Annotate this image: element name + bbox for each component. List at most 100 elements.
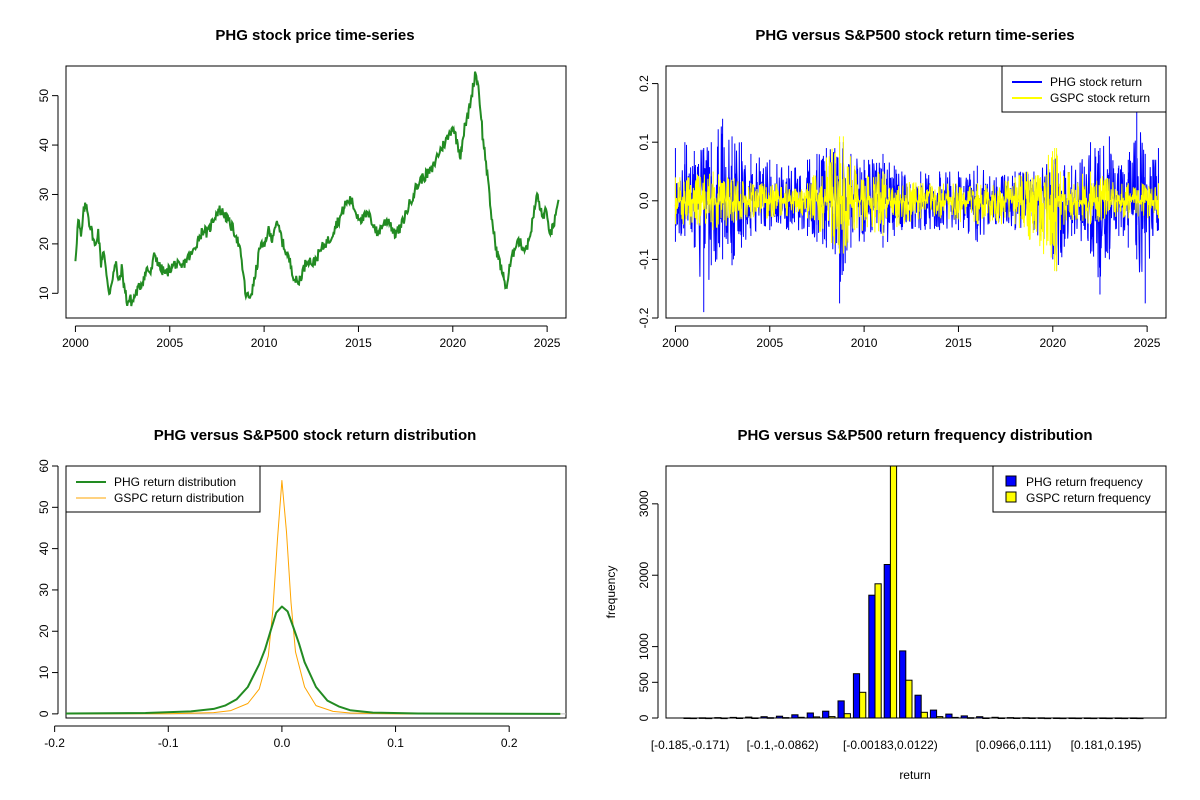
- phg-frequency-bar: [976, 716, 984, 719]
- histogram-legend-phg-swatch: [1005, 475, 1017, 487]
- y-tick-label: 0.0: [637, 192, 651, 209]
- x-tick-label: 2025: [534, 336, 561, 350]
- histogram-legend-phg-label: PHG return frequency: [1026, 475, 1143, 489]
- y-tick-label: 0.1: [637, 134, 651, 151]
- x-tick-label: 2025: [1134, 336, 1161, 350]
- density-legend-gspc-label: GSPC return distribution: [114, 491, 244, 505]
- x-tick-label: 2020: [1039, 336, 1066, 350]
- density-plot-frame: [65, 465, 567, 719]
- y-tick-label: 30: [37, 583, 51, 597]
- histogram-chart-title: PHG versus S&P500 return frequency distr…: [737, 427, 1092, 444]
- x-tick-label: 0.1: [387, 736, 404, 750]
- x-tick-label: -0.2: [44, 736, 65, 750]
- price-y-axis: 10 20 30 40 50: [37, 89, 59, 300]
- x-tick-label: 2000: [62, 336, 89, 350]
- y-tick-label: 10: [37, 286, 51, 300]
- gspc-frequency-bar: [705, 717, 713, 720]
- gspc-frequency-bar: [766, 717, 774, 719]
- histogram-bin-label: [0.0966,0.111): [976, 738, 1052, 752]
- histogram-bars: [683, 465, 1144, 720]
- returns-x-axis: 2000 2005 2010 2015 2020 2025: [662, 325, 1161, 350]
- phg-frequency-bar: [945, 713, 953, 719]
- histogram-legend-gspc-swatch: [1005, 491, 1017, 503]
- price-series: [74, 71, 560, 307]
- histogram-chart: PHG versus S&P500 return frequency distr…: [604, 427, 1167, 782]
- histogram-x-axis: [-0.185,-0.171) [-0.1,-0.0862) [-0.00183,0…: [651, 738, 1142, 752]
- gspc-frequency-bar: [859, 691, 867, 719]
- y-tick-label: 20: [37, 624, 51, 638]
- y-tick-label: 0: [37, 710, 51, 717]
- y-tick-label: 2000: [637, 562, 651, 589]
- gspc-frequency-bar: [1090, 717, 1098, 720]
- phg-frequency-bar: [760, 716, 768, 719]
- gspc-frequency-bar: [843, 713, 851, 719]
- x-tick-label: 2010: [251, 336, 278, 350]
- phg-frequency-bar: [806, 712, 814, 719]
- x-tick-label: -0.1: [158, 736, 179, 750]
- gspc-frequency-bar: [874, 583, 882, 719]
- phg-frequency-bar: [883, 564, 891, 719]
- y-tick-label: 40: [37, 542, 51, 556]
- density-legend-box: [65, 465, 261, 513]
- x-tick-label: 2020: [439, 336, 466, 350]
- histogram-bin-label: [-0.185,-0.171): [651, 738, 730, 752]
- returns-legend: PHG stock return GSPC stock return: [1001, 65, 1167, 113]
- price-chart: PHG stock price time-series 2000 2005 2010…: [37, 27, 567, 350]
- phg-frequency-bar: [914, 694, 922, 719]
- gspc-frequency-bar: [982, 717, 990, 720]
- histogram-bin-label: [0.181,0.195): [1071, 738, 1142, 752]
- x-tick-label: 2015: [945, 336, 972, 350]
- gspc-density-line: [65, 480, 561, 715]
- gspc-frequency-bar: [966, 717, 975, 719]
- histogram-y-axis-label: frequency: [604, 566, 618, 619]
- gspc-frequency-bar: [735, 717, 744, 720]
- returns-legend-box: [1001, 65, 1167, 113]
- gspc-frequency-bar: [828, 716, 836, 719]
- y-tick-label: -0.2: [637, 307, 651, 328]
- gspc-frequency-bar: [782, 717, 790, 719]
- phg-frequency-bar: [929, 709, 938, 719]
- gspc-frequency-bar: [1028, 717, 1036, 720]
- phg-frequency-bar: [991, 716, 999, 719]
- gspc-frequency-bar: [1136, 717, 1144, 720]
- gspc-frequency-bar: [1059, 717, 1067, 720]
- gspc-frequency-bar: [936, 716, 944, 719]
- phg-frequency-bar: [960, 715, 968, 719]
- histogram-x-axis-label: return: [899, 768, 930, 782]
- histogram-bin-label: [-0.1,-0.0862): [747, 738, 819, 752]
- phg-frequency-bar: [1130, 717, 1138, 720]
- gspc-frequency-bar: [951, 716, 959, 719]
- returns-legend-phg-label: PHG stock return: [1050, 75, 1142, 89]
- gspc-frequency-bar: [1074, 717, 1082, 720]
- phg-frequency-bar: [714, 717, 722, 719]
- x-tick-label: 2005: [156, 336, 183, 350]
- histogram-bin-label: [-0.00183,0.0122): [843, 738, 938, 752]
- y-tick-label: 20: [37, 237, 51, 251]
- x-tick-label: 2010: [851, 336, 878, 350]
- density-x-axis: -0.2 -0.1 0.0 0.1 0.2: [44, 725, 518, 750]
- y-tick-label: 0: [637, 714, 651, 721]
- price-plot-frame: [65, 65, 567, 319]
- phg-frequency-bar: [1006, 717, 1015, 719]
- density-chart: PHG versus S&P500 stock return distribut…: [37, 427, 567, 750]
- phg-frequency-bar: [899, 650, 907, 719]
- x-tick-label: 0.2: [501, 736, 518, 750]
- gspc-frequency-bar: [1105, 717, 1113, 720]
- y-tick-label: 50: [37, 89, 51, 103]
- phg-frequency-bar: [1083, 717, 1092, 720]
- price-x-axis: 2000 2005 2010 2015 2020 2025: [62, 325, 561, 350]
- x-tick-label: 2005: [756, 336, 783, 350]
- histogram-y-axis: 0 500 1000 2000 3000: [637, 490, 659, 721]
- gspc-frequency-bar: [720, 717, 728, 720]
- returns-y-axis: -0.2 -0.1 0.0 0.1 0.2: [637, 75, 659, 328]
- returns-chart: PHG versus S&P500 stock return time-seri…: [637, 27, 1167, 350]
- x-tick-label: 0.0: [274, 736, 291, 750]
- price-line: [74, 71, 560, 307]
- phg-frequency-bar: [1022, 717, 1030, 719]
- phg-frequency-bar: [1114, 717, 1122, 720]
- density-legend-phg-label: PHG return distribution: [114, 475, 236, 489]
- density-series: [65, 480, 566, 715]
- gspc-frequency-bar: [905, 679, 913, 719]
- histogram-legend-box: [992, 465, 1167, 513]
